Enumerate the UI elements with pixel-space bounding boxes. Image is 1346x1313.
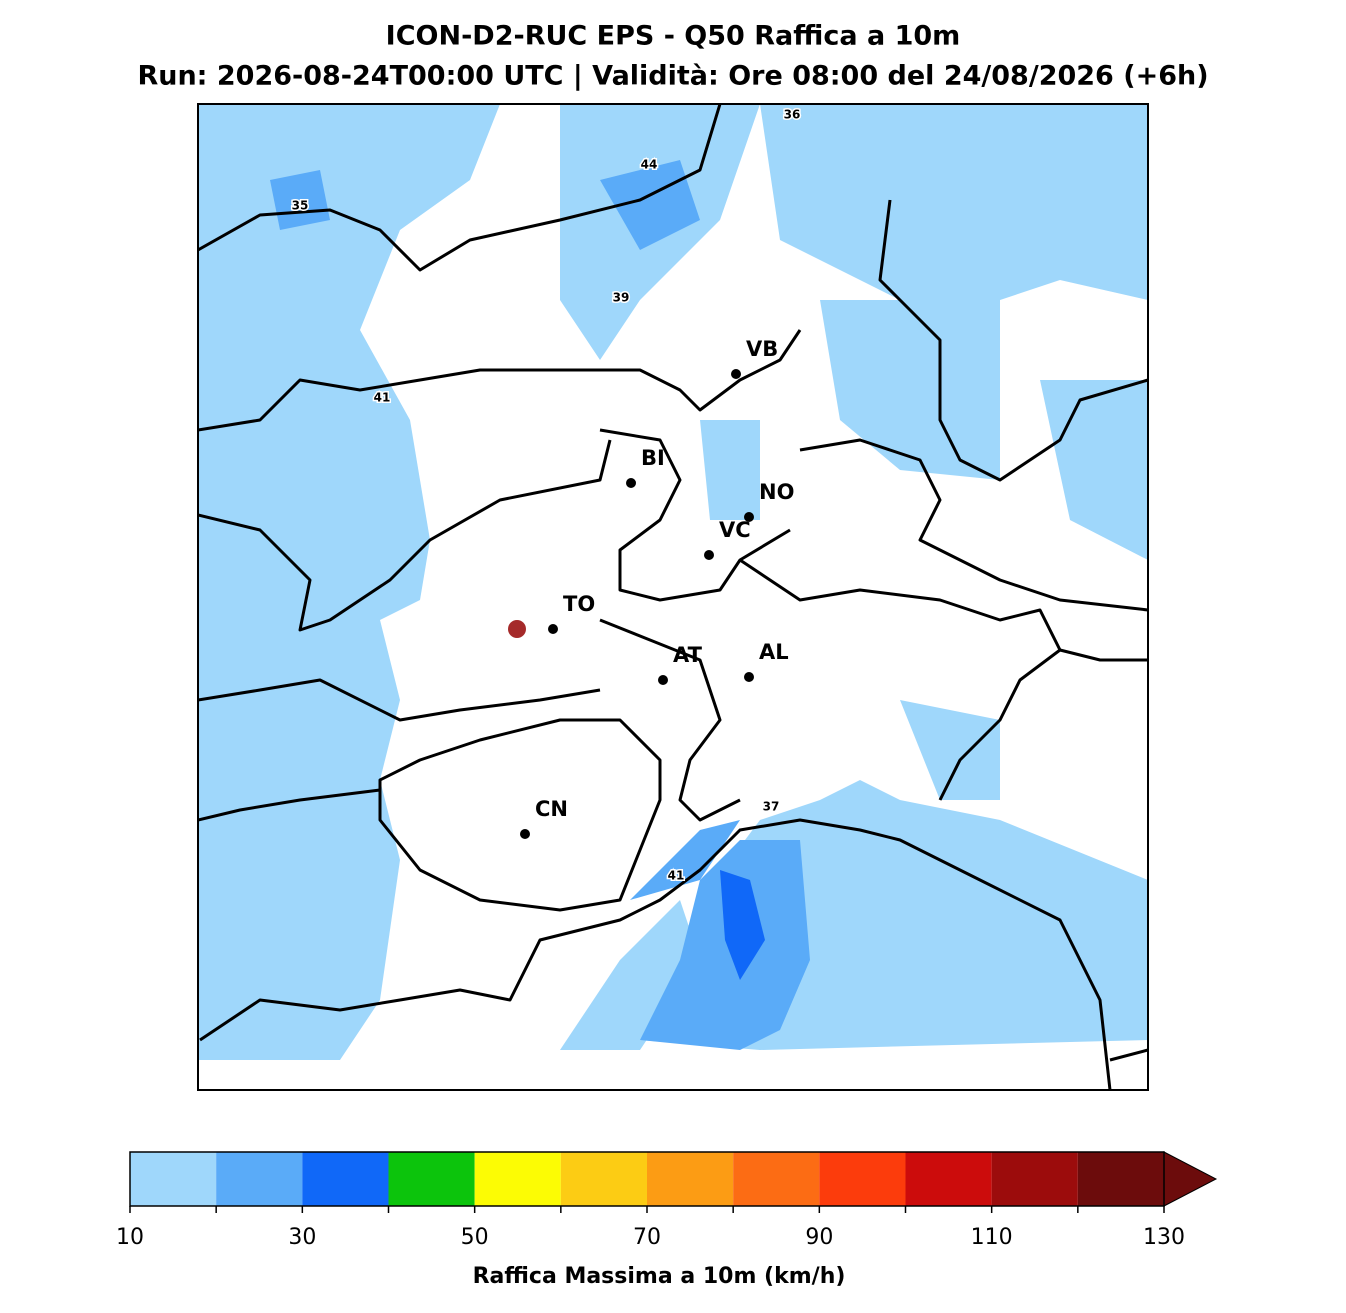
title: ICON-D2-RUC EPS - Q50 Raffica a 10m <box>386 21 961 52</box>
shading <box>720 870 765 980</box>
colorbar-bin <box>216 1152 303 1206</box>
colorbar-bin <box>130 1152 217 1206</box>
city-dot <box>744 512 754 522</box>
city-label: BI <box>641 446 665 470</box>
city-dot <box>626 478 636 488</box>
colorbar-bin <box>991 1152 1078 1206</box>
contour-label: 41 <box>668 869 685 883</box>
shading <box>198 104 1148 1060</box>
colorbar-bin <box>474 1152 561 1206</box>
colorbar-tick-label: 10 <box>116 1225 144 1250</box>
map-frame <box>197 103 1149 1091</box>
contour-label: 36 <box>784 108 801 122</box>
subtitle: Run: 2026-08-24T00:00 UTC | Validità: Or… <box>137 61 1208 92</box>
city-label: NO <box>759 480 794 504</box>
colorbar-tick-label: 30 <box>288 1225 316 1250</box>
colorbar-bin <box>302 1152 389 1206</box>
colorbar-extend <box>1163 1151 1218 1207</box>
colorbar-bin <box>905 1152 992 1206</box>
contour-label: 35 <box>292 199 309 213</box>
city-label: TO <box>563 592 595 616</box>
city-dot <box>744 672 754 682</box>
colorbar-tick-label: 110 <box>971 1225 1013 1250</box>
colorbar-tick-label: 70 <box>633 1225 661 1250</box>
borders <box>198 104 1148 1090</box>
city-label: AL <box>759 640 789 664</box>
colorbar-label: Raffica Massima a 10m (km/h) <box>473 1264 846 1289</box>
location-marker <box>508 620 526 638</box>
colorbar-bin <box>388 1152 475 1206</box>
city-label: VC <box>719 518 751 542</box>
colorbar-tick-label: 50 <box>461 1225 489 1250</box>
map <box>198 104 1148 1090</box>
city-dot <box>704 550 714 560</box>
contour-label: 39 <box>613 291 630 305</box>
city-dot <box>731 369 741 379</box>
shading <box>270 160 810 1050</box>
colorbar-bin <box>560 1152 647 1206</box>
city-label: AT <box>673 643 703 667</box>
colorbar-tick-label: 90 <box>805 1225 833 1250</box>
contour-label: 44 <box>641 158 658 172</box>
colorbar-bin <box>647 1152 734 1206</box>
city-dot <box>658 675 668 685</box>
colorbar-tick-label: 130 <box>1143 1225 1185 1250</box>
colorbar-bin <box>733 1152 820 1206</box>
city-label: VB <box>746 337 778 361</box>
contour-label: 41 <box>374 391 391 405</box>
city-dot <box>548 624 558 634</box>
colorbar-bin <box>819 1152 906 1206</box>
colorbar-bin <box>1077 1152 1164 1206</box>
city-label: CN <box>535 797 568 821</box>
city-dot <box>520 829 530 839</box>
contour-label: 37 <box>763 800 780 814</box>
